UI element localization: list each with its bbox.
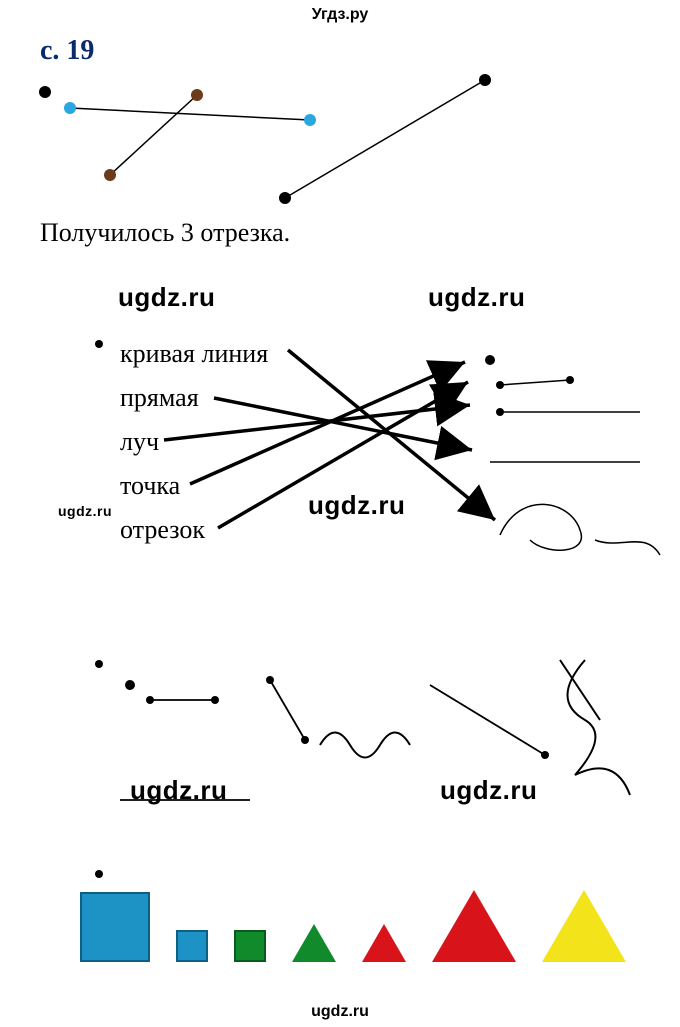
shapes-row bbox=[80, 890, 626, 962]
triangle-small-green bbox=[292, 924, 336, 962]
square-small-green bbox=[234, 930, 266, 962]
square-big-blue bbox=[80, 892, 150, 962]
triangle-big-red bbox=[432, 890, 516, 962]
result-sentence: Получилось 3 отрезка. bbox=[40, 218, 290, 248]
square-small-blue bbox=[176, 930, 208, 962]
segments-diagram bbox=[0, 0, 680, 210]
matching-diagram bbox=[0, 310, 680, 610]
watermark-bottom: ugdz.ru bbox=[311, 1003, 369, 1021]
triangle-big-yellow bbox=[542, 890, 626, 962]
bullet-section-4 bbox=[95, 870, 103, 878]
triangle-small-red bbox=[362, 924, 406, 962]
watermark-1: ugdz.ru bbox=[118, 282, 215, 313]
lines-diagram bbox=[0, 640, 680, 820]
watermark-2: ugdz.ru bbox=[428, 282, 525, 313]
